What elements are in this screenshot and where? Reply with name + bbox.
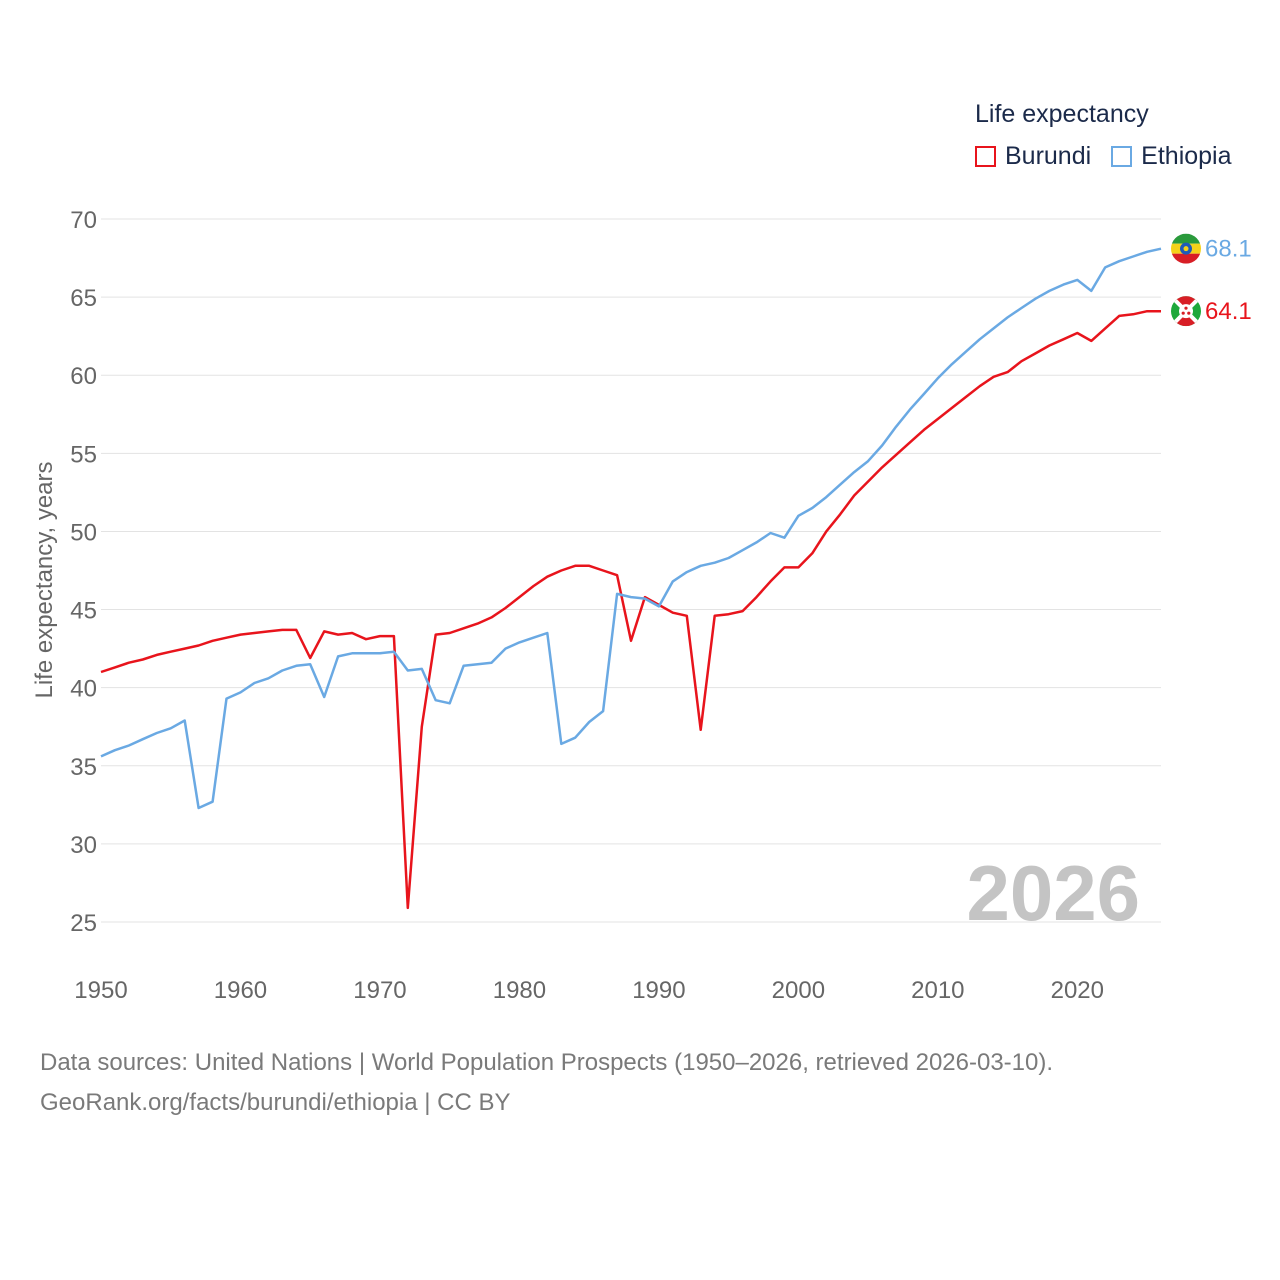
legend-title: Life expectancy [975, 100, 1149, 128]
legend-swatch-burundi [975, 146, 996, 167]
legend-swatch-ethiopia [1111, 146, 1133, 167]
ethiopia-flag-icon [1171, 233, 1201, 264]
x-axis-ticks: 1950 1960 1970 1980 1990 2000 2010 2020 [74, 977, 1104, 1004]
source-line-2[interactable]: GeoRank.org/facts/burundi/ethiopia | CC … [40, 1089, 511, 1116]
legend-label-ethiopia: Ethiopia [1141, 142, 1232, 170]
y-tick-label: 65 [70, 285, 97, 312]
y-tick-label: 45 [70, 598, 97, 625]
x-tick-label: 2010 [911, 977, 964, 1004]
x-tick-label: 2020 [1051, 977, 1104, 1004]
series-end-labels: 64.1 68.1 [1171, 233, 1252, 327]
end-label-burundi: 64.1 [1205, 298, 1252, 325]
x-tick-label: 2000 [772, 977, 825, 1004]
y-tick-label: 70 [70, 207, 97, 234]
series-lines [100, 247, 1162, 910]
x-tick-label: 1950 [74, 977, 127, 1004]
year-watermark: 2026 [966, 849, 1140, 937]
x-tick-label: 1970 [353, 977, 406, 1004]
x-tick-label: 1960 [214, 977, 267, 1004]
y-tick-label: 25 [70, 910, 97, 937]
y-tick-label: 30 [70, 832, 97, 859]
y-tick-label: 40 [70, 676, 97, 703]
source-note: Data sources: United Nations | World Pop… [40, 1043, 1053, 1123]
legend-label-burundi: Burundi [1005, 142, 1092, 170]
y-axis-ticks: 25 30 35 40 45 50 55 60 65 70 [70, 207, 97, 937]
y-tick-label: 55 [70, 441, 97, 468]
x-tick-label: 1980 [493, 977, 546, 1004]
grid-lines [101, 218, 1161, 923]
y-axis-label: Life expectancy, years [31, 461, 58, 698]
y-tick-label: 35 [70, 754, 97, 781]
series-line-ethiopia[interactable] [100, 247, 1162, 810]
legend: Burundi Ethiopia [975, 142, 1252, 171]
source-line-1: Data sources: United Nations | World Pop… [40, 1049, 1054, 1076]
x-tick-label: 1990 [632, 977, 685, 1004]
legend-item-burundi[interactable]: Burundi [975, 142, 1091, 171]
series-line-burundi[interactable] [100, 309, 1161, 910]
burundi-flag-icon [1171, 296, 1201, 327]
y-tick-label: 50 [70, 519, 97, 546]
legend-item-ethiopia[interactable]: Ethiopia [1111, 142, 1232, 171]
end-label-ethiopia: 68.1 [1205, 236, 1252, 263]
y-tick-label: 60 [70, 363, 97, 390]
